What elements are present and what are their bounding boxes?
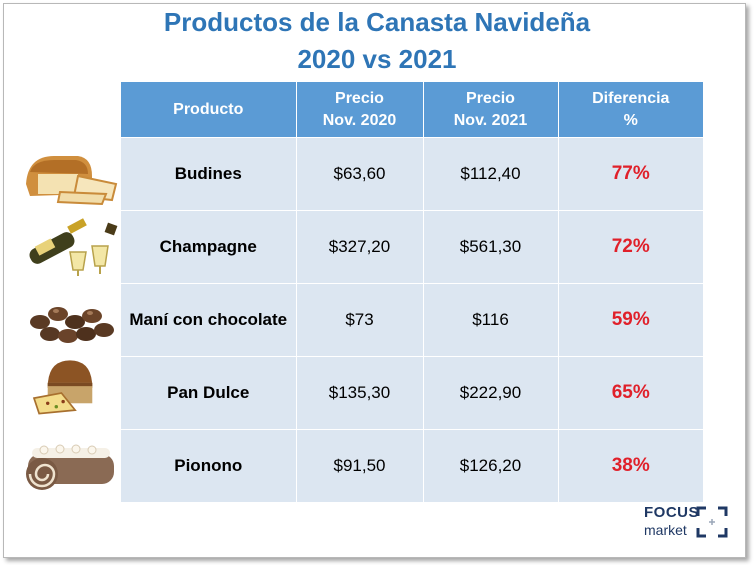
table-row: Pionono $91,50 $126,20 38% <box>121 429 703 502</box>
difference-percent: 77% <box>557 137 703 211</box>
price-2020: $91,50 <box>295 429 423 502</box>
header-price-2020: Precio Nov. 2020 <box>295 82 423 138</box>
table-row: Pan Dulce $135,30 $222,90 65% <box>121 356 703 430</box>
difference-percent: 38% <box>557 429 703 502</box>
swiss-roll-icon <box>26 444 114 490</box>
loaf-cake-icon <box>26 156 118 206</box>
price-2021: $561,30 <box>422 210 558 284</box>
price-2020: $327,20 <box>295 210 423 284</box>
chocolate-peanuts-icon <box>30 307 114 343</box>
difference-percent: 72% <box>557 210 703 284</box>
header-product: Producto <box>121 82 296 138</box>
focus-market-logo: FOCUS market <box>640 502 735 542</box>
price-2021: $126,20 <box>422 429 558 502</box>
price-table: Producto Precio Nov. 2020 Precio Nov. 20… <box>121 82 703 502</box>
price-2020: $63,60 <box>295 137 423 211</box>
logo-word-market: market <box>644 522 687 538</box>
table-row: Champagne $327,20 $561,30 72% <box>121 210 703 284</box>
difference-percent: 65% <box>557 356 703 430</box>
header-difference: Diferencia % <box>557 82 703 138</box>
table-header-row: Producto Precio Nov. 2020 Precio Nov. 20… <box>121 82 703 138</box>
champagne-icon <box>29 218 118 276</box>
title-line-1: Productos de la Canasta Navideña <box>163 7 591 37</box>
price-2021: $112,40 <box>422 137 558 211</box>
price-2020: $135,30 <box>295 356 423 430</box>
price-2021: $116 <box>422 283 558 357</box>
header-price-2021: Precio Nov. 2021 <box>422 82 558 138</box>
table-row: Budines $63,60 $112,40 77% <box>121 137 703 211</box>
logo-word-focus: FOCUS <box>644 504 699 521</box>
panettone-icon <box>32 360 93 415</box>
product-name: Pan Dulce <box>121 356 296 430</box>
product-name: Champagne <box>121 210 296 284</box>
price-2020: $73 <box>295 283 423 357</box>
product-name: Maní con chocolate <box>121 283 296 357</box>
price-2021: $222,90 <box>422 356 558 430</box>
product-name: Pionono <box>121 429 296 502</box>
focus-bracket-icon <box>696 506 728 538</box>
difference-percent: 59% <box>557 283 703 357</box>
table-row: Maní con chocolate $73 $116 59% <box>121 283 703 357</box>
product-name: Budines <box>121 137 296 211</box>
title-line-2: 2020 vs 2021 <box>297 44 457 74</box>
